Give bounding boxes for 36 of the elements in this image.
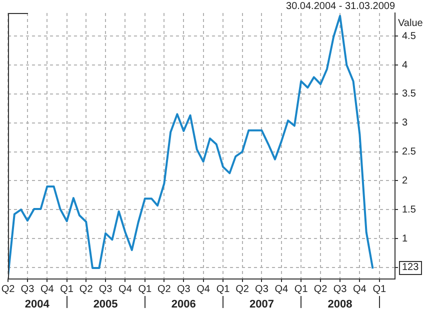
x-tick-label: Q1 (216, 284, 230, 295)
x-tick-label: Q3 (98, 284, 113, 295)
x-tick-label: Q1 (60, 284, 74, 295)
x-tick-label: Q2 (79, 284, 94, 295)
x-tick-label: Q3 (333, 284, 348, 295)
x2-tick-label: 2005 (93, 298, 118, 311)
y-tick-label: 1 (402, 233, 408, 244)
y-tick-label: 4.5 (402, 30, 416, 42)
chart-title: 30.04.2004 - 31.03.2009 (286, 0, 396, 12)
x-tick-label: Q2 (236, 284, 250, 295)
y-tick-label: 3 (402, 118, 408, 129)
x2-tick-label: 2004 (24, 298, 50, 311)
y-axis-title: Value (398, 18, 424, 29)
y-tick-label: 4 (402, 60, 408, 71)
x-tick-label: Q3 (20, 284, 35, 295)
x2-tick-label: 2008 (328, 298, 352, 311)
x-tick-label: Q1 (294, 284, 308, 295)
x-tick-label: Q4 (118, 284, 132, 295)
x-tick-label: Q4 (353, 284, 367, 295)
x-tick-label: Q1 (138, 284, 152, 295)
x-tick-label: Q2 (314, 284, 328, 295)
y-tick-label: 1.5 (402, 204, 416, 216)
x-tick-label: Q3 (255, 284, 269, 295)
x-tick-label: Q1 (372, 284, 386, 295)
x2-tick-label: 2006 (171, 298, 196, 311)
number-format-button: 123 (399, 261, 422, 275)
x-tick-label: Q2 (1, 284, 16, 295)
x-tick-label: Q3 (176, 284, 191, 295)
y-tick-label: 2.5 (402, 146, 416, 158)
x-tick-label: Q4 (196, 284, 210, 295)
x-tick-label: Q4 (40, 284, 54, 295)
y-tick-label: 2 (402, 175, 408, 186)
x2-tick-label: 2007 (249, 298, 274, 311)
x-tick-label: Q2 (157, 284, 172, 295)
x-tick-label: Q4 (274, 284, 289, 295)
y-tick-label: 3.5 (402, 88, 416, 100)
